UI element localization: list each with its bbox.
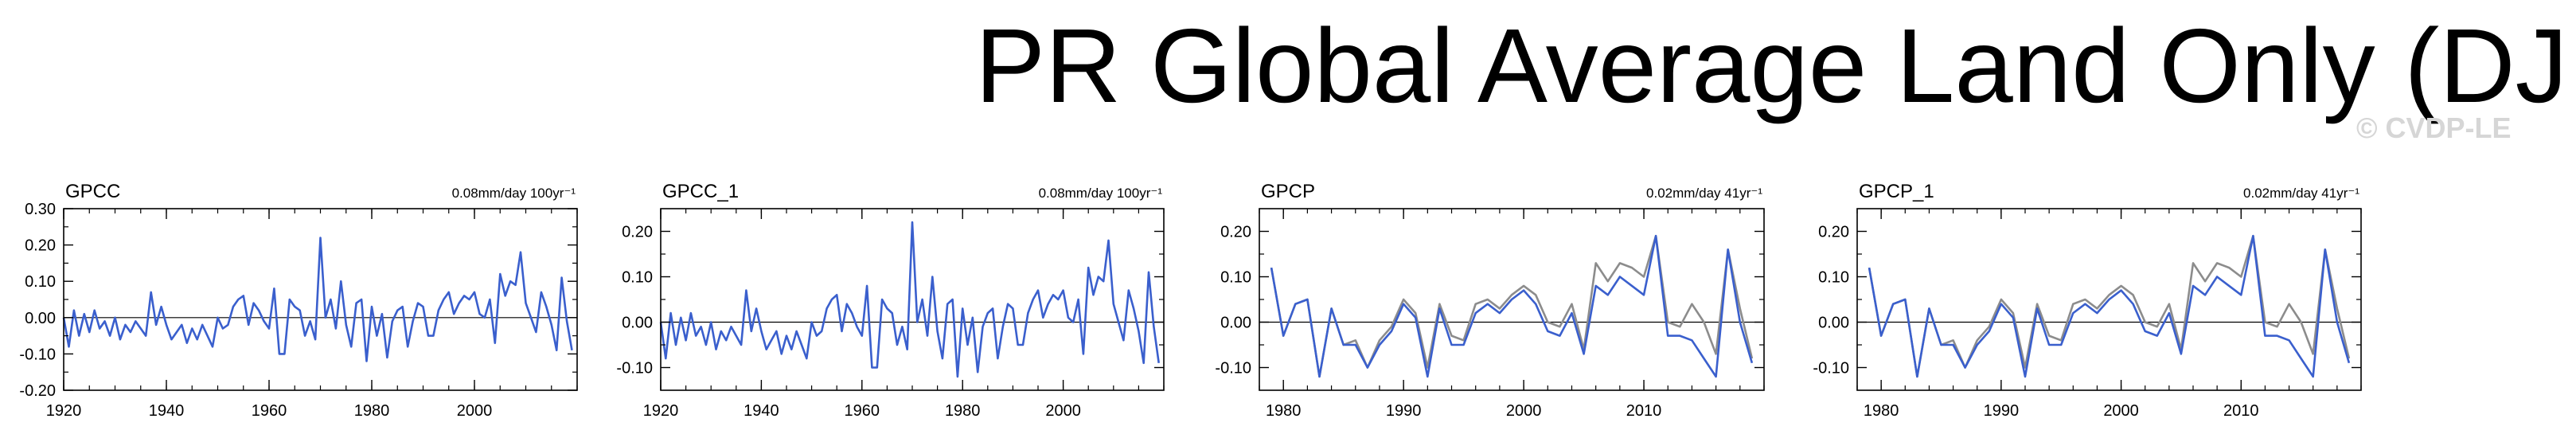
plot-frame (63, 208, 578, 391)
y-tick-label: 0.10 (1220, 269, 1251, 287)
y-tick-label: -0.10 (1215, 360, 1251, 378)
x-tick-label: 1980 (945, 402, 981, 420)
y-tick-label: 0.10 (1818, 269, 1849, 287)
trend-label: 0.08mm/day 100yr⁻¹ (1039, 186, 1163, 201)
x-tick-label: 2000 (1506, 402, 1542, 420)
panel-title: GPCP (1261, 181, 1315, 202)
x-tick-label: 2000 (2103, 402, 2139, 420)
x-tick-label: 2010 (1626, 402, 1662, 420)
y-tick-label: 0.20 (1818, 224, 1849, 241)
x-tick-label: 2000 (457, 402, 493, 420)
series-line-1 (659, 221, 1160, 378)
series-line-2 (1868, 234, 2351, 378)
chart-panel-1: 1920 1940 1960 1980 2000 -0.20 -0.10 0.00 0.10 0.… (19, 181, 578, 420)
y-tick-label: 0.20 (622, 224, 653, 241)
x-tick-label: 1990 (1386, 402, 1422, 420)
x-tick-label: 1940 (744, 402, 779, 420)
y-tick-label: 0.20 (1220, 224, 1251, 241)
x-tick-label: 2010 (2223, 402, 2259, 420)
series-line-2 (1270, 234, 1754, 378)
y-tick-label: 0.00 (25, 310, 56, 327)
panel-title: GPCC_1 (662, 181, 739, 202)
y-tick-label: 0.20 (25, 237, 56, 255)
x-tick-label: 1960 (252, 402, 287, 420)
x-tick-label: 2000 (1045, 402, 1081, 420)
y-tick-label: 0.30 (25, 201, 56, 218)
trend-label: 0.08mm/day 100yr⁻¹ (452, 186, 576, 201)
y-tick-label: 0.00 (1818, 315, 1849, 332)
y-tick-label: 0.10 (25, 273, 56, 291)
x-tick-label: 1920 (643, 402, 679, 420)
page-title: PR Global Average Land Only (DJF) (975, 7, 2576, 124)
y-tick-label: -0.20 (19, 382, 56, 400)
x-tick-label: 1980 (354, 402, 390, 420)
y-tick-label: -0.10 (1813, 360, 1849, 378)
series-line-1 (1868, 234, 2351, 378)
x-tick-label: 1920 (46, 402, 82, 420)
trend-label: 0.02mm/day 41yr⁻¹ (2243, 186, 2359, 201)
chart-panel-3: 1980 1990 2000 2010 -0.10 0.00 0.10 0.20 GPCP 0.0… (1215, 181, 1765, 420)
y-tick-label: 0.00 (1220, 315, 1251, 332)
y-tick-label: -0.10 (19, 346, 56, 363)
chart-panel-4: 1980 1990 2000 2010 -0.10 0.00 0.10 0.20 GPCP_1 0… (1813, 181, 2362, 420)
series-line-1 (1270, 234, 1754, 378)
x-tick-label: 1980 (1864, 402, 1899, 420)
chart-panel-2: 1920 1940 1960 1980 2000 -0.10 0.00 0.10 0.20 GPC… (616, 181, 1165, 420)
x-tick-label: 1990 (1984, 402, 2020, 420)
y-tick-label: 0.10 (622, 269, 653, 287)
x-tick-label: 1980 (1266, 402, 1302, 420)
cvdp-watermark: © CVDP-LE (2356, 111, 2512, 144)
x-tick-label: 1940 (149, 402, 185, 420)
panel-title: GPCP_1 (1859, 181, 1934, 202)
trend-label: 0.02mm/day 41yr⁻¹ (1646, 186, 1762, 201)
panel-title: GPCC (65, 181, 120, 202)
y-tick-label: -0.10 (616, 360, 653, 378)
x-tick-label: 1960 (845, 402, 880, 420)
series-line-1 (62, 237, 573, 362)
y-tick-label: 0.00 (622, 315, 653, 332)
